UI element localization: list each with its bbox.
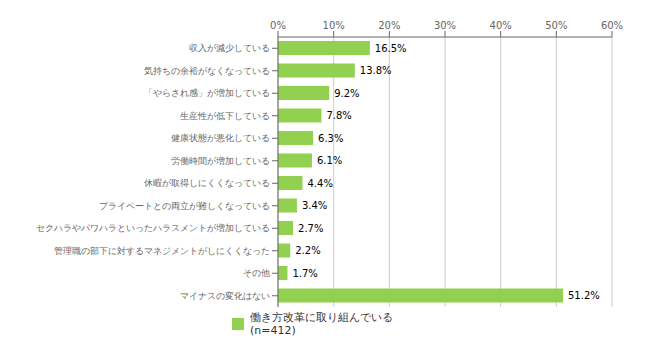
svg-text:生産性が低下している: 生産性が低下している xyxy=(180,111,270,121)
svg-text:16.5%: 16.5% xyxy=(375,43,407,54)
svg-text:セクハラやパワハラといったハラスメントが増加している: セクハラやパワハラといったハラスメントが増加している xyxy=(36,223,270,233)
svg-text:3.4%: 3.4% xyxy=(302,200,327,211)
svg-text:0%: 0% xyxy=(270,20,286,31)
svg-text:2.2%: 2.2% xyxy=(295,245,320,256)
svg-text:気持ちの余裕がなくなっている: 気持ちの余裕がなくなっている xyxy=(144,66,270,76)
svg-text:4.4%: 4.4% xyxy=(307,178,332,189)
svg-text:50%: 50% xyxy=(545,20,567,31)
svg-text:「やらされ感」が増加している: 「やらされ感」が増加している xyxy=(144,88,270,98)
svg-text:60%: 60% xyxy=(601,20,623,31)
svg-text:6.3%: 6.3% xyxy=(318,133,343,144)
svg-text:健康状態が悪化している: 健康状態が悪化している xyxy=(171,133,270,143)
svg-text:マイナスの変化はない: マイナスの変化はない xyxy=(180,291,270,301)
svg-text:休暇が取得しにくくなっている: 休暇が取得しにくくなっている xyxy=(144,178,270,188)
svg-text:10%: 10% xyxy=(323,20,345,31)
svg-text:30%: 30% xyxy=(434,20,456,31)
svg-text:管理職の部下に対するマネジメントがしにくくなった: 管理職の部下に対するマネジメントがしにくくなった xyxy=(54,246,270,256)
svg-text:20%: 20% xyxy=(378,20,400,31)
svg-text:その他: その他 xyxy=(243,268,270,278)
svg-text:40%: 40% xyxy=(490,20,512,31)
svg-text:2.7%: 2.7% xyxy=(298,223,323,234)
svg-text:6.1%: 6.1% xyxy=(317,155,342,166)
svg-text:9.2%: 9.2% xyxy=(334,88,359,99)
html-text:働き方改革に取り組んでいる: 働き方改革に取り組んでいる xyxy=(250,311,393,324)
svg-text:1.7%: 1.7% xyxy=(292,268,317,279)
html-text:(n=412): (n=412) xyxy=(250,324,296,337)
svg-text:51.2%: 51.2% xyxy=(568,290,600,301)
svg-text:収入が減少している: 収入が減少している xyxy=(189,43,270,53)
svg-text:プライベートとの両立が難しくなっている: プライベートとの両立が難しくなっている xyxy=(99,201,270,211)
svg-text:労働時間が増加している: 労働時間が増加している xyxy=(171,156,270,166)
svg-text:7.8%: 7.8% xyxy=(326,110,351,121)
svg-text:13.8%: 13.8% xyxy=(360,65,392,76)
